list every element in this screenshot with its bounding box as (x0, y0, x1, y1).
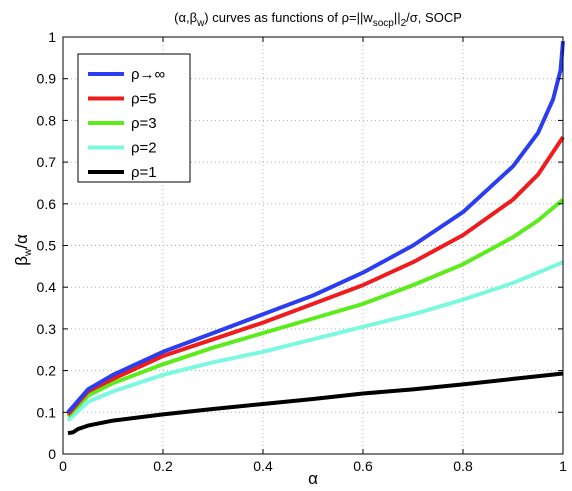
y-axis-label: βw/α (12, 234, 34, 266)
y-tick-label: 0.1 (37, 404, 57, 420)
x-tick-label: 0.6 (353, 458, 373, 474)
series-line (66, 135, 565, 416)
x-tick-label: 1 (559, 458, 567, 474)
chart-title: (α,βw) curves as functions of ρ=||wsocp|… (174, 10, 462, 29)
x-tick-label: 0.2 (153, 458, 173, 474)
series-line (66, 198, 565, 418)
legend-label: ρ=1 (131, 164, 157, 181)
y-tick-label: 0.5 (37, 238, 57, 254)
series-line (66, 260, 564, 423)
grid (63, 37, 563, 454)
y-tick-label: 0 (48, 446, 56, 462)
x-axis-label: α (308, 469, 318, 488)
legend-label: ρ=5 (131, 91, 157, 108)
legend: ρ→∞ ρ=5 ρ=3 ρ=2 ρ=1 (77, 53, 191, 183)
legend-label: ρ=2 (131, 140, 157, 157)
y-tick-label: 0.4 (37, 279, 57, 295)
y-tick-label: 0.3 (37, 321, 57, 337)
legend-label: ρ→∞ (131, 66, 166, 83)
x-tick-label: 0.4 (253, 458, 273, 474)
y-tick-label: 0.2 (37, 363, 57, 379)
series-line (66, 41, 565, 414)
ticks: 0 0.2 0.4 0.6 0.8 1 0 0.1 0.2 0.3 0.4 0.5 0.6 0.7 0.8 0… (37, 29, 568, 474)
series-line (67, 371, 564, 436)
y-tick-label: 0.8 (37, 112, 57, 128)
y-tick-label: 0.6 (37, 196, 57, 212)
series-layer (66, 41, 565, 436)
y-tick-label: 0.7 (37, 154, 57, 170)
legend-label: ρ=3 (131, 115, 157, 132)
x-tick-label: 0 (59, 458, 67, 474)
y-tick-label: 0.9 (37, 71, 57, 87)
y-tick-label: 1 (48, 29, 56, 45)
x-tick-label: 0.8 (453, 458, 473, 474)
